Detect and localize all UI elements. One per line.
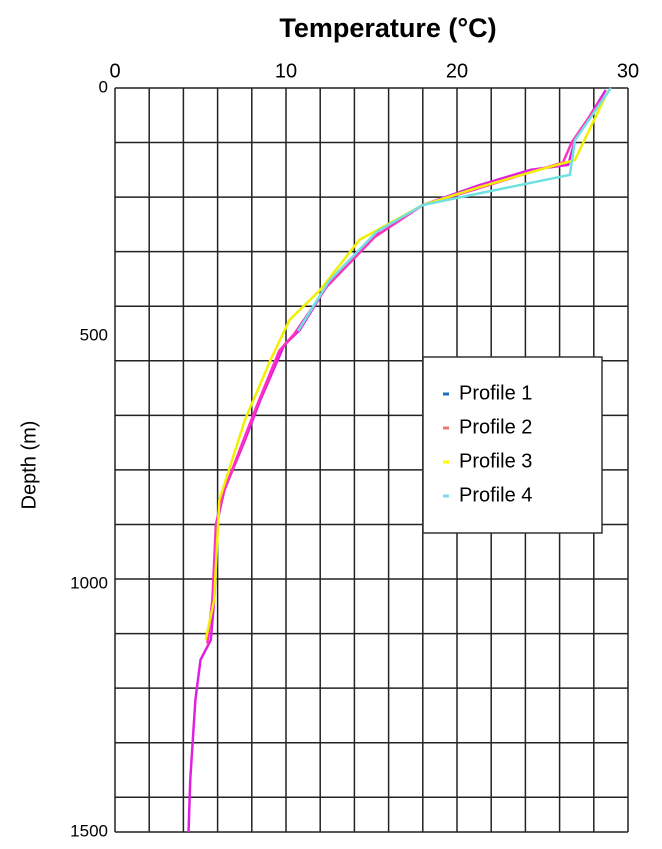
profile-line bbox=[296, 87, 612, 332]
y-tick-label: 1500 bbox=[70, 821, 108, 840]
profile-line bbox=[204, 91, 609, 641]
y-tick-label: 0 bbox=[99, 77, 108, 96]
legend-label: Profile 1 bbox=[459, 382, 532, 404]
chart-title: Temperature (°C) bbox=[279, 13, 496, 43]
x-tick-label: 0 bbox=[109, 60, 120, 82]
x-tick-label: 10 bbox=[275, 60, 297, 82]
x-tick-label: 30 bbox=[617, 60, 639, 82]
profile-line bbox=[187, 89, 607, 833]
y-tick-label: 500 bbox=[80, 325, 108, 344]
legend-box bbox=[422, 356, 603, 534]
legend-label: Profile 4 bbox=[459, 484, 532, 506]
x-tick-label: 20 bbox=[446, 60, 468, 82]
legend-marker bbox=[443, 392, 449, 396]
legend-marker bbox=[443, 426, 449, 430]
legend-marker bbox=[443, 494, 449, 498]
legend-label: Profile 2 bbox=[459, 416, 532, 438]
y-tick-label: 1000 bbox=[70, 573, 108, 592]
legend-label: Profile 3 bbox=[459, 450, 532, 472]
legend-marker bbox=[443, 460, 449, 464]
y-axis-label: Depth (m) bbox=[18, 421, 40, 510]
